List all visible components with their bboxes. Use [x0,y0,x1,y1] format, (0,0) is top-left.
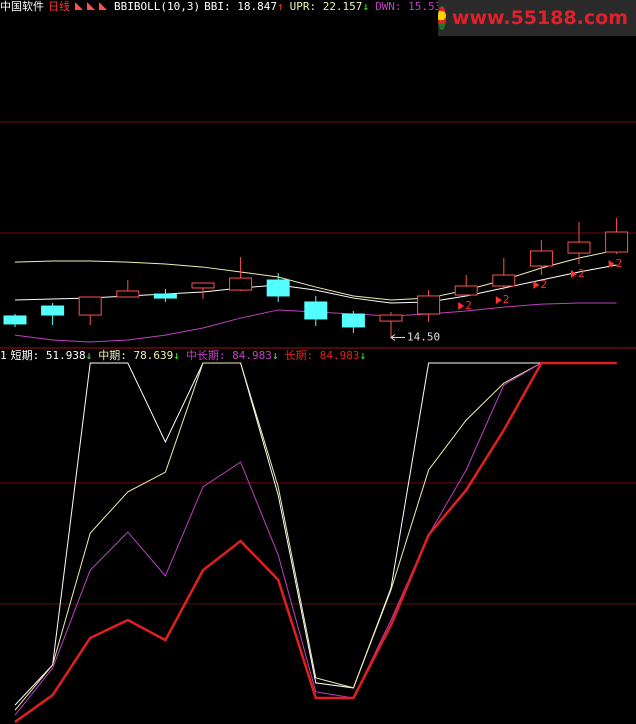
signal-label: 2 [503,293,510,306]
candle-body [341,313,365,328]
candle-body [567,241,591,254]
signal-marker [495,296,502,305]
series-line [14,361,617,724]
legend-trend: ↓ [173,349,180,362]
legend-trend: ↓ [271,349,279,362]
candle-body [3,315,27,325]
candle-body [454,285,478,296]
candle-body [191,282,215,289]
candle-body [605,231,629,253]
upper-header: 中国软件 日线 BBIBOLL(10,3) BBI: 18.847 ↑ UPR: 2… [0,0,461,14]
stock-name: 中国软件 [0,0,44,13]
candle-body [529,250,553,267]
signal-label: 2 [465,299,472,312]
candle-body [379,314,403,322]
signal-label: 2 [540,278,547,291]
series-line [14,362,617,711]
low-pointer-head [390,334,396,341]
signal-marker [533,281,540,290]
candle-body [116,290,140,298]
series-line [14,362,617,706]
watermark: www.55188.com [438,0,636,36]
series-line [14,249,617,301]
signal-label: 2 [578,267,585,280]
legend-trend: ↓ [362,0,370,13]
series-line [14,362,617,716]
candle-body [492,274,516,287]
legend-label: DWN: 15.538 [375,0,448,13]
legend-label: 长期: 84.983 [284,349,360,362]
legend-trend: ↓ [359,349,367,362]
legend-label: 中期: 78.639 [98,349,174,362]
signal-marker [608,259,615,268]
indicator-name: BBIBOLL(10,3) [114,0,201,13]
legend-label: UPR: 22.157 [289,0,363,13]
candle-body [78,296,102,316]
legend-trend: ↓ [85,349,93,362]
candle-body [304,301,328,320]
series-line [14,264,617,304]
cursor-index: 1 [0,349,7,362]
candle-body [41,305,65,316]
legend-trend: ↑ [276,0,284,13]
legend-label: 中长期: 84.983 [185,349,272,362]
candle-body [266,279,290,297]
low-label: 14.50 [407,330,440,343]
tool-icons [75,2,107,10]
signal-marker [571,270,577,279]
signal-label: 2 [616,257,623,270]
legend-label: BBI: 18.847 [204,0,277,13]
legend-label: 短期: 51.938 [10,349,86,362]
candle-body [417,295,441,315]
candle-body [153,293,177,299]
candle-body [229,277,253,291]
signal-marker [458,301,465,310]
lower-header: 1 短期: 51.938 ↓ 中期: 78.639 ↓ 中长期: 84.983 ↓ 长期: … [0,349,372,363]
watermark-text: www.55188.com [451,7,628,29]
period: 日线 [48,0,70,13]
